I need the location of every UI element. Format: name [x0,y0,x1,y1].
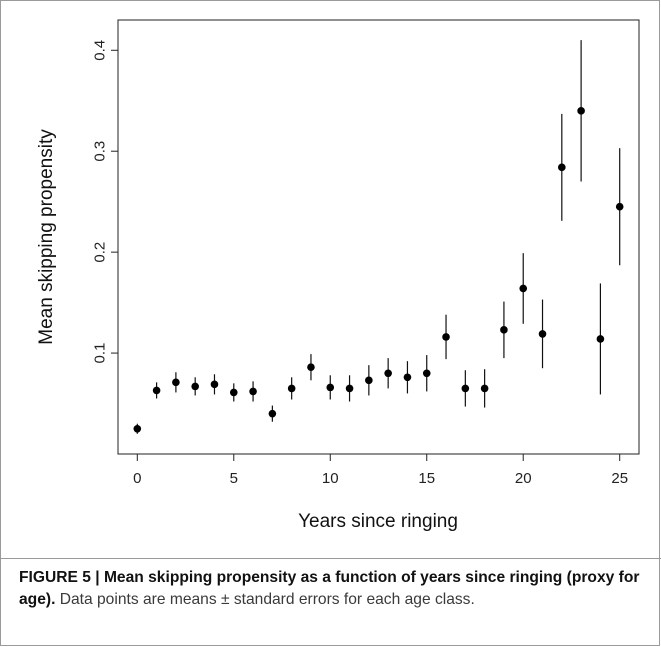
y-axis-title: Mean skipping propensity [36,129,57,345]
data-point [249,387,257,396]
data-point [307,363,315,372]
x-axis-title: Years since ringing [298,511,458,532]
data-point [558,163,566,172]
caption-text: Data points are means ± standard errors … [55,591,475,608]
data-marks [133,40,624,434]
data-point [210,380,219,389]
data-point [500,326,508,334]
data-point [596,335,605,343]
x-tick-label: 10 [322,470,339,487]
data-point [480,384,489,393]
data-point [326,383,335,392]
data-point [384,369,392,378]
scatter-chart: 0 5 10 15 20 25 0.1 0.2 0.3 0.4 Years since ring… [36,19,640,532]
y-tick-label: 0.4 [92,40,109,61]
data-point [365,376,373,385]
y-axis: 0.1 0.2 0.3 0.4 [92,40,118,364]
y-tick-label: 0.1 [92,343,109,364]
data-point [345,384,354,393]
caption-divider [1,558,661,559]
data-point [133,424,142,433]
x-tick-label: 5 [230,470,238,487]
data-point [519,284,528,293]
x-axis: 0 5 10 15 20 25 [133,454,628,487]
data-point [403,373,412,382]
caption-label: FIGURE 5 | Mean skipping propensity as a… [19,569,640,608]
data-point [615,202,624,211]
data-point [268,409,277,418]
x-tick-label: 20 [515,470,532,487]
data-point [152,386,161,395]
data-point [422,369,431,378]
data-point [191,382,199,391]
data-point [538,330,547,338]
data-point [442,333,450,341]
x-tick-label: 15 [418,470,435,487]
plot-frame [117,19,640,455]
data-point [172,378,180,387]
data-point [287,384,296,393]
data-point [461,384,470,393]
data-point [577,107,585,115]
y-tick-label: 0.3 [92,141,109,162]
y-tick-label: 0.2 [92,242,109,263]
figure-caption: FIGURE 5 | Mean skipping propensity as a… [19,567,651,611]
x-tick-label: 25 [611,470,628,487]
x-tick-label: 0 [133,470,141,487]
data-point [229,388,238,397]
